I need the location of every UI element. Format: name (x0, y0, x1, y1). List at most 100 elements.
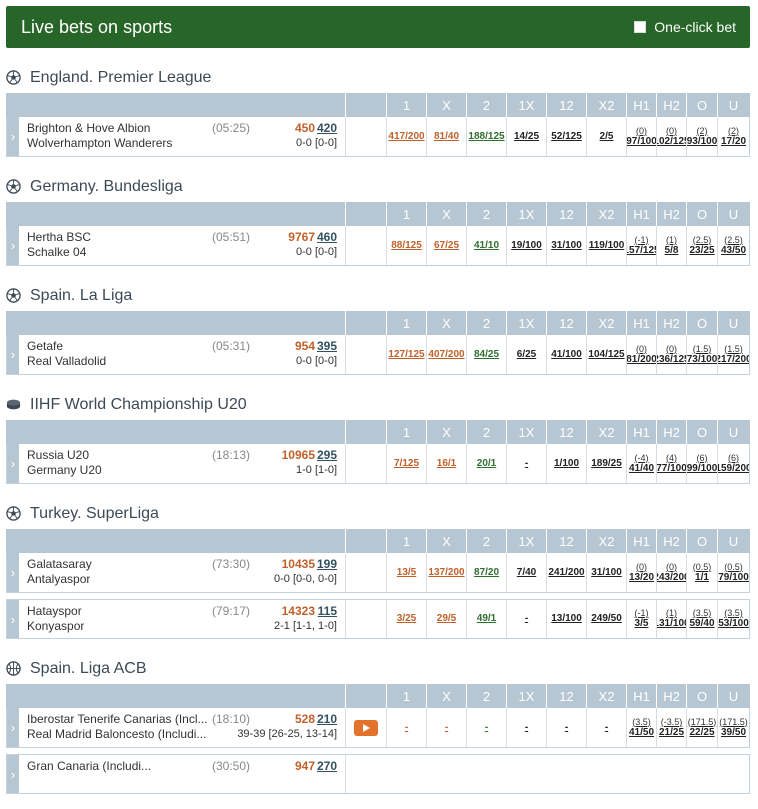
odds-cell[interactable]: 104/125 (587, 335, 627, 374)
odds-cell[interactable]: 49/1 (467, 600, 507, 638)
event-id-secondary[interactable]: 270 (316, 759, 337, 773)
odds-cell[interactable]: 3/25 (387, 600, 427, 638)
event-id-secondary[interactable]: 199 (316, 557, 337, 571)
odds-cell[interactable]: 407/200 (427, 335, 467, 374)
event-id-secondary[interactable]: 420 (316, 121, 337, 135)
odds-cell[interactable]: (4) 77/100 (657, 444, 687, 483)
odds-cell[interactable]: (-3.5) 21/25 (657, 708, 687, 747)
odds-cell[interactable]: 19/100 (507, 226, 547, 265)
expand-chevron-icon[interactable]: › (7, 755, 19, 793)
odds-cell[interactable]: (2.5) 23/25 (687, 226, 718, 265)
odds-cell[interactable]: 417/200 (387, 117, 427, 156)
event-teams[interactable]: Hertha BSC Schalke 04 (05:51) 9767 460 0-0 [0… (19, 226, 346, 265)
expand-chevron-icon[interactable]: › (7, 600, 19, 638)
odds-cell[interactable]: 31/100 (587, 553, 627, 592)
event-teams[interactable]: Brighton & Hove Albion Wolverhampton Wand… (19, 117, 346, 156)
odds-cell[interactable]: - (387, 708, 427, 747)
league-title[interactable]: Spain. La Liga (6, 280, 750, 311)
odds-cell[interactable]: (171.5) 22/25 (687, 708, 718, 747)
event-id-secondary[interactable]: 460 (316, 230, 337, 244)
event-teams[interactable]: Galatasaray Antalyaspor (73:30) 10435 199 0-0… (19, 553, 346, 592)
league-title[interactable]: Germany. Bundesliga (6, 171, 750, 202)
odds-cell[interactable]: (2) 17/20 (718, 117, 749, 156)
odds-cell[interactable]: (1.5) 217/200 (718, 335, 749, 374)
event-row[interactable]: › Hertha BSC Schalke 04 (05:51) 9767 460 0-0 [… (6, 226, 750, 266)
odds-cell[interactable]: 137/200 (427, 553, 467, 592)
odds-cell[interactable]: 81/40 (427, 117, 467, 156)
event-row[interactable]: › Russia U20 Germany U20 (18:13) 10965 295 1-0… (6, 444, 750, 484)
odds-cell[interactable]: 241/200 (547, 553, 587, 592)
event-row[interactable]: › Iberostar Tenerife Canarias (Incl... Rea… (6, 708, 750, 748)
odds-cell[interactable]: (171.5) 39/50 (718, 708, 749, 747)
odds-cell[interactable]: 119/100 (587, 226, 627, 265)
odds-cell[interactable]: 16/1 (427, 444, 467, 483)
expand-chevron-icon[interactable]: › (7, 708, 19, 747)
odds-cell[interactable]: (3.5) 59/40 (687, 600, 718, 638)
odds-cell[interactable]: (2) 93/100 (687, 117, 718, 156)
event-row[interactable]: › Galatasaray Antalyaspor (73:30) 10435 199 0-… (6, 553, 750, 593)
odds-cell[interactable]: 88/125 (387, 226, 427, 265)
league-title[interactable]: Turkey. SuperLiga (6, 498, 750, 529)
odds-cell[interactable]: (3.5) 53/100 (718, 600, 749, 638)
event-row[interactable]: › Hatayspor Konyaspor (79:17) 14323 115 2-1 [1… (6, 599, 750, 639)
event-row[interactable]: › Getafe Real Valladolid (05:31) 954 395 0-0 [… (6, 335, 750, 375)
event-teams[interactable]: Hatayspor Konyaspor (79:17) 14323 115 2-1 [1-… (19, 600, 346, 638)
expand-chevron-icon[interactable]: › (7, 226, 19, 265)
event-row[interactable]: › Brighton & Hove Albion Wolverhampton Wan… (6, 117, 750, 157)
odds-cell[interactable]: (0) 81/200 (627, 335, 657, 374)
odds-cell[interactable]: (6) 99/100 (687, 444, 718, 483)
odds-cell[interactable]: (0) 97/100 (627, 117, 657, 156)
odds-cell[interactable]: (0.5) 1/1 (687, 553, 718, 592)
event-teams[interactable]: Russia U20 Germany U20 (18:13) 10965 295 1-0 … (19, 444, 346, 483)
odds-cell[interactable]: (1.5) 73/100 (687, 335, 718, 374)
odds-cell[interactable]: (0.5) 79/100 (718, 553, 749, 592)
odds-cell[interactable]: (-1)157/125 (627, 226, 657, 265)
expand-chevron-icon[interactable]: › (7, 117, 19, 156)
odds-cell[interactable]: 7/125 (387, 444, 427, 483)
odds-cell[interactable]: 84/25 (467, 335, 507, 374)
odds-cell[interactable]: (0)243/200 (657, 553, 687, 592)
odds-cell[interactable]: 188/125 (467, 117, 507, 156)
odds-cell[interactable]: 87/20 (467, 553, 507, 592)
odds-cell[interactable]: - (507, 444, 547, 483)
odds-cell[interactable]: (1)131/100 (657, 600, 687, 638)
odds-cell[interactable]: (3.5) 41/50 (627, 708, 657, 747)
event-id-secondary[interactable]: 115 (317, 604, 337, 618)
event-teams[interactable]: Iberostar Tenerife Canarias (Incl... Real… (19, 708, 346, 747)
odds-cell[interactable]: (6) 159/200 (718, 444, 749, 483)
odds-cell[interactable]: (0) 13/20 (627, 553, 657, 592)
odds-cell[interactable]: 6/25 (507, 335, 547, 374)
odds-cell[interactable]: 2/5 (587, 117, 627, 156)
league-title[interactable]: IIHF World Championship U20 (6, 389, 750, 420)
play-video-icon[interactable] (354, 719, 378, 736)
event-id-secondary[interactable]: 210 (316, 712, 337, 726)
odds-cell[interactable]: (0)236/125 (657, 335, 687, 374)
odds-cell[interactable]: 189/25 (587, 444, 627, 483)
odds-cell[interactable]: (0)102/125 (657, 117, 687, 156)
odds-cell[interactable]: - (507, 600, 547, 638)
expand-chevron-icon[interactable]: › (7, 553, 19, 592)
event-id-secondary[interactable]: 295 (316, 448, 337, 462)
odds-cell[interactable]: - (467, 708, 507, 747)
odds-cell[interactable]: 127/125 (387, 335, 427, 374)
expand-chevron-icon[interactable]: › (7, 335, 19, 374)
odds-cell[interactable]: (1) 5/8 (657, 226, 687, 265)
odds-cell[interactable]: 41/10 (467, 226, 507, 265)
odds-cell[interactable]: 14/25 (507, 117, 547, 156)
odds-cell[interactable]: 52/125 (547, 117, 587, 156)
expand-chevron-icon[interactable]: › (7, 444, 19, 483)
odds-cell[interactable]: 1/100 (547, 444, 587, 483)
event-teams[interactable]: Getafe Real Valladolid (05:31) 954 395 0-0 [0… (19, 335, 346, 374)
one-click-bet-toggle[interactable]: One-click bet (634, 19, 736, 35)
odds-cell[interactable]: 13/100 (547, 600, 587, 638)
odds-cell[interactable]: - (547, 708, 587, 747)
event-teams[interactable]: Gran Canaria (Includi... (30:50) 947 270 (19, 755, 346, 793)
odds-cell[interactable]: 13/5 (387, 553, 427, 592)
odds-cell[interactable]: 41/100 (547, 335, 587, 374)
odds-cell[interactable]: (2.5) 43/50 (718, 226, 749, 265)
odds-cell[interactable]: - (507, 708, 547, 747)
event-id-secondary[interactable]: 395 (316, 339, 337, 353)
odds-cell[interactable]: (-4) 41/40 (627, 444, 657, 483)
odds-cell[interactable]: 7/40 (507, 553, 547, 592)
odds-cell[interactable]: 29/5 (427, 600, 467, 638)
